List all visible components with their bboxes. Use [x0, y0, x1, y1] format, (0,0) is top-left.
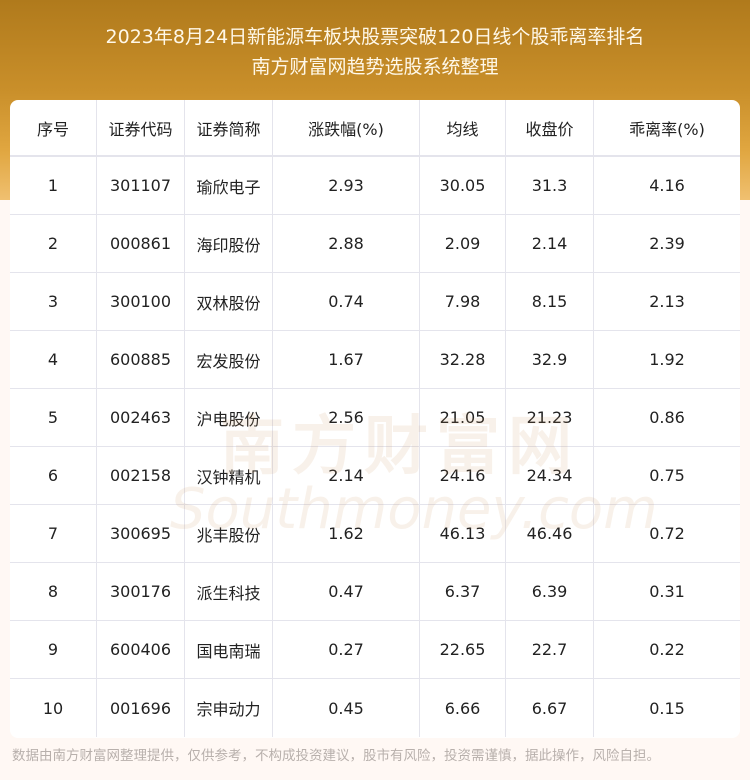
table-cell: 5 [10, 389, 97, 446]
table-cell: 4.16 [649, 176, 685, 195]
table-row: 6 002158 汉钟精机 2.14 24.16 24.34 0.75 [10, 447, 740, 505]
table-cell: 0.22 [649, 640, 685, 659]
table-cell: 6.67 [506, 679, 594, 737]
table-cell: 0.75 [649, 466, 685, 485]
table-cell: 22.7 [506, 621, 594, 678]
table-cell: 10 [10, 679, 97, 737]
column-header: 涨跌幅(%) [273, 100, 420, 155]
table-cell: 2.88 [273, 215, 420, 272]
column-header: 序号 [10, 100, 97, 155]
table-cell: 21.05 [420, 389, 506, 446]
table-cell: 31.3 [506, 157, 594, 214]
table-cell: 1 [10, 157, 97, 214]
table-cell: 301107 [97, 157, 185, 214]
table-row: 1 301107 瑜欣电子 2.93 30.05 31.3 4.16 [10, 157, 740, 215]
table-cell: 7 [10, 505, 97, 562]
table-cell: 46.46 [506, 505, 594, 562]
table-row: 9 600406 国电南瑞 0.27 22.65 22.7 0.22 [10, 621, 740, 679]
column-header: 乖离率(%) [629, 119, 705, 139]
table-cell: 0.27 [273, 621, 420, 678]
table-cell: 002158 [97, 447, 185, 504]
table-cell: 0.86 [649, 408, 685, 427]
table-cell: 双林股份 [185, 273, 273, 330]
ranking-table: 序号 证券代码 证券简称 涨跌幅(%) 均线 收盘价 乖离率(%) 1 301107 瑜欣电子 2… [10, 100, 740, 738]
table-cell: 2.56 [273, 389, 420, 446]
table-cell: 8 [10, 563, 97, 620]
table-cell: 汉钟精机 [185, 447, 273, 504]
table-cell: 2.14 [506, 215, 594, 272]
table-cell: 000861 [97, 215, 185, 272]
table-row: 2 000861 海印股份 2.88 2.09 2.14 2.39 [10, 215, 740, 273]
table-cell: 2.14 [273, 447, 420, 504]
title-main: 2023年8月24日新能源车板块股票突破120日线个股乖离率排名 [105, 26, 645, 48]
table-header: 序号 证券代码 证券简称 涨跌幅(%) 均线 收盘价 乖离率(%) [10, 100, 740, 157]
table-cell: 1.62 [273, 505, 420, 562]
table-cell: 2.09 [420, 215, 506, 272]
table-cell: 24.34 [506, 447, 594, 504]
table-cell: 24.16 [420, 447, 506, 504]
table-cell: 7.98 [420, 273, 506, 330]
table-cell: 8.15 [506, 273, 594, 330]
table-row: 10 001696 宗申动力 0.45 6.66 6.67 0.15 [10, 679, 740, 737]
table-cell: 600885 [97, 331, 185, 388]
table-cell: 0.15 [649, 698, 685, 718]
table-row: 5 002463 沪电股份 2.56 21.05 21.23 0.86 [10, 389, 740, 447]
table-cell: 0.45 [273, 679, 420, 737]
table-cell: 海印股份 [185, 215, 273, 272]
table-cell: 国电南瑞 [185, 621, 273, 678]
column-header: 证券简称 [185, 100, 273, 155]
table-cell: 30.05 [420, 157, 506, 214]
table-cell: 0.47 [273, 563, 420, 620]
table-cell: 3 [10, 273, 97, 330]
table-row: 7 300695 兆丰股份 1.62 46.13 46.46 0.72 [10, 505, 740, 563]
table-cell: 4 [10, 331, 97, 388]
table-cell: 宗申动力 [185, 679, 273, 737]
table-cell: 6.37 [420, 563, 506, 620]
table-cell: 001696 [97, 679, 185, 737]
table-cell: 300176 [97, 563, 185, 620]
title-sub: 南方财富网趋势选股系统整理 [251, 56, 499, 78]
table-cell: 沪电股份 [185, 389, 273, 446]
page-title: 2023年8月24日新能源车板块股票突破120日线个股乖离率排名 南方财富网趋势… [0, 22, 750, 82]
table-cell: 46.13 [420, 505, 506, 562]
table-cell: 6.66 [420, 679, 506, 737]
table-cell: 6.39 [506, 563, 594, 620]
table-row: 4 600885 宏发股份 1.67 32.28 32.9 1.92 [10, 331, 740, 389]
column-header: 收盘价 [506, 100, 594, 155]
table-cell: 2.39 [649, 234, 685, 253]
column-header: 证券代码 [97, 100, 185, 155]
table-cell: 1.67 [273, 331, 420, 388]
table-cell: 0.72 [649, 524, 685, 543]
table-cell: 300100 [97, 273, 185, 330]
table-cell: 0.31 [649, 582, 685, 601]
column-header: 均线 [420, 100, 506, 155]
table-cell: 22.65 [420, 621, 506, 678]
table-row: 8 300176 派生科技 0.47 6.37 6.39 0.31 [10, 563, 740, 621]
table-cell: 600406 [97, 621, 185, 678]
table-row: 3 300100 双林股份 0.74 7.98 8.15 2.13 [10, 273, 740, 331]
table-cell: 9 [10, 621, 97, 678]
table-cell: 32.9 [506, 331, 594, 388]
disclaimer: 数据由南方财富网整理提供，仅供参考，不构成投资建议，股市有风险，投资需谨慎，据此… [12, 748, 660, 764]
table-cell: 2.13 [649, 292, 685, 311]
table-cell: 300695 [97, 505, 185, 562]
table-cell: 1.92 [649, 350, 685, 369]
table-cell: 兆丰股份 [185, 505, 273, 562]
table-cell: 002463 [97, 389, 185, 446]
table-cell: 6 [10, 447, 97, 504]
table-cell: 瑜欣电子 [185, 157, 273, 214]
table-cell: 2.93 [273, 157, 420, 214]
table-cell: 32.28 [420, 331, 506, 388]
table-cell: 2 [10, 215, 97, 272]
table-cell: 0.74 [273, 273, 420, 330]
table-cell: 派生科技 [185, 563, 273, 620]
table-cell: 宏发股份 [185, 331, 273, 388]
table-cell: 21.23 [506, 389, 594, 446]
